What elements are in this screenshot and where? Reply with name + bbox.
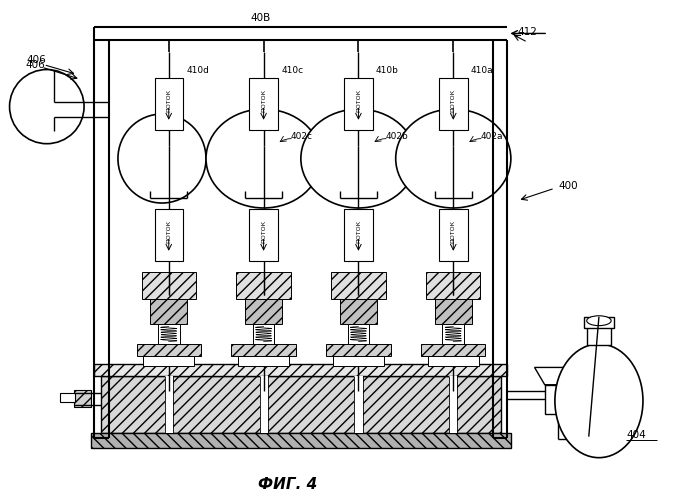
Bar <box>331 272 385 299</box>
Bar <box>344 209 373 261</box>
Bar <box>428 356 479 366</box>
Bar <box>584 317 614 328</box>
Bar <box>154 209 183 261</box>
Polygon shape <box>535 368 582 384</box>
Bar <box>141 272 196 299</box>
Bar <box>249 78 278 130</box>
Text: ПОТОК: ПОТОК <box>356 220 361 242</box>
Bar <box>74 390 91 407</box>
Bar <box>101 376 501 433</box>
Bar <box>587 326 611 345</box>
Bar <box>154 78 183 130</box>
Text: 402b: 402b <box>385 132 408 141</box>
Text: 410c: 410c <box>281 66 303 76</box>
Bar <box>439 78 467 130</box>
Bar <box>421 344 486 356</box>
Text: 410b: 410b <box>376 66 399 76</box>
Text: 412: 412 <box>518 28 538 38</box>
Text: ПОТОК: ПОТОК <box>261 220 266 242</box>
Ellipse shape <box>587 316 611 326</box>
Bar <box>137 344 201 356</box>
Bar <box>245 300 282 324</box>
Bar <box>158 324 180 344</box>
Text: 40В: 40В <box>250 12 270 22</box>
Bar <box>439 209 467 261</box>
Bar <box>333 356 384 366</box>
Bar <box>232 344 296 356</box>
Text: ПОТОК: ПОТОК <box>261 88 266 112</box>
Bar <box>434 300 472 324</box>
Bar <box>165 376 173 433</box>
Text: 410d: 410d <box>186 66 209 76</box>
Text: ФИГ. 4: ФИГ. 4 <box>257 478 317 492</box>
Bar <box>426 272 480 299</box>
Text: 402c: 402c <box>291 132 313 141</box>
Bar <box>545 384 572 414</box>
Bar <box>236 272 291 299</box>
Bar <box>326 344 391 356</box>
Bar <box>143 356 194 366</box>
Text: ПОТОК: ПОТОК <box>451 88 456 112</box>
Bar <box>249 209 278 261</box>
Text: 404: 404 <box>626 430 646 440</box>
Bar <box>348 324 370 344</box>
Text: 402a: 402a <box>480 132 503 141</box>
Ellipse shape <box>301 109 416 208</box>
Ellipse shape <box>118 114 206 203</box>
Bar <box>150 300 187 324</box>
Text: 410a: 410a <box>471 66 494 76</box>
Ellipse shape <box>206 109 321 208</box>
Ellipse shape <box>555 344 643 458</box>
Ellipse shape <box>10 70 84 144</box>
Bar <box>449 376 458 433</box>
Text: ПОТОК: ПОТОК <box>166 220 171 242</box>
Bar <box>443 324 464 344</box>
Text: ПОТОК: ПОТОК <box>356 88 361 112</box>
Bar <box>344 78 373 130</box>
Bar <box>91 433 511 448</box>
Bar <box>340 300 377 324</box>
Text: 406: 406 <box>25 60 45 70</box>
Bar <box>260 376 268 433</box>
Bar <box>94 364 507 376</box>
Ellipse shape <box>395 109 511 208</box>
Text: 400: 400 <box>558 180 578 190</box>
Bar <box>60 393 75 402</box>
Text: 406: 406 <box>27 54 46 64</box>
Text: ПОТОК: ПОТОК <box>451 220 456 242</box>
Bar <box>354 376 363 433</box>
Text: ПОТОК: ПОТОК <box>166 88 171 112</box>
Bar <box>238 356 289 366</box>
Bar <box>253 324 275 344</box>
